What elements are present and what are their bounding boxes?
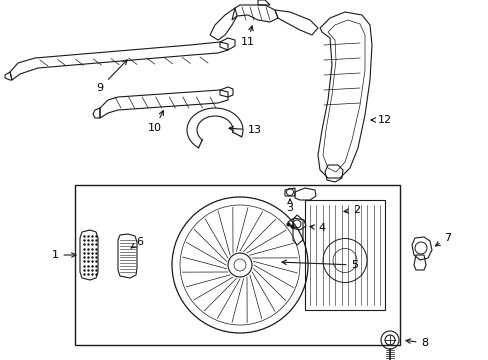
Text: 9: 9 (96, 60, 127, 93)
Text: 8: 8 (405, 338, 427, 348)
Text: 2: 2 (343, 205, 360, 215)
Text: 7: 7 (434, 233, 450, 246)
Text: 12: 12 (370, 115, 391, 125)
Text: 5: 5 (282, 260, 358, 270)
Text: 11: 11 (241, 26, 254, 47)
Text: 3: 3 (286, 199, 293, 213)
Text: 4: 4 (309, 223, 325, 233)
Text: 1: 1 (51, 250, 76, 260)
Text: 6: 6 (131, 237, 143, 248)
Bar (75, 185, 399, 345)
Text: 13: 13 (228, 125, 262, 135)
Bar (305, 200, 384, 310)
Text: 10: 10 (148, 111, 163, 133)
